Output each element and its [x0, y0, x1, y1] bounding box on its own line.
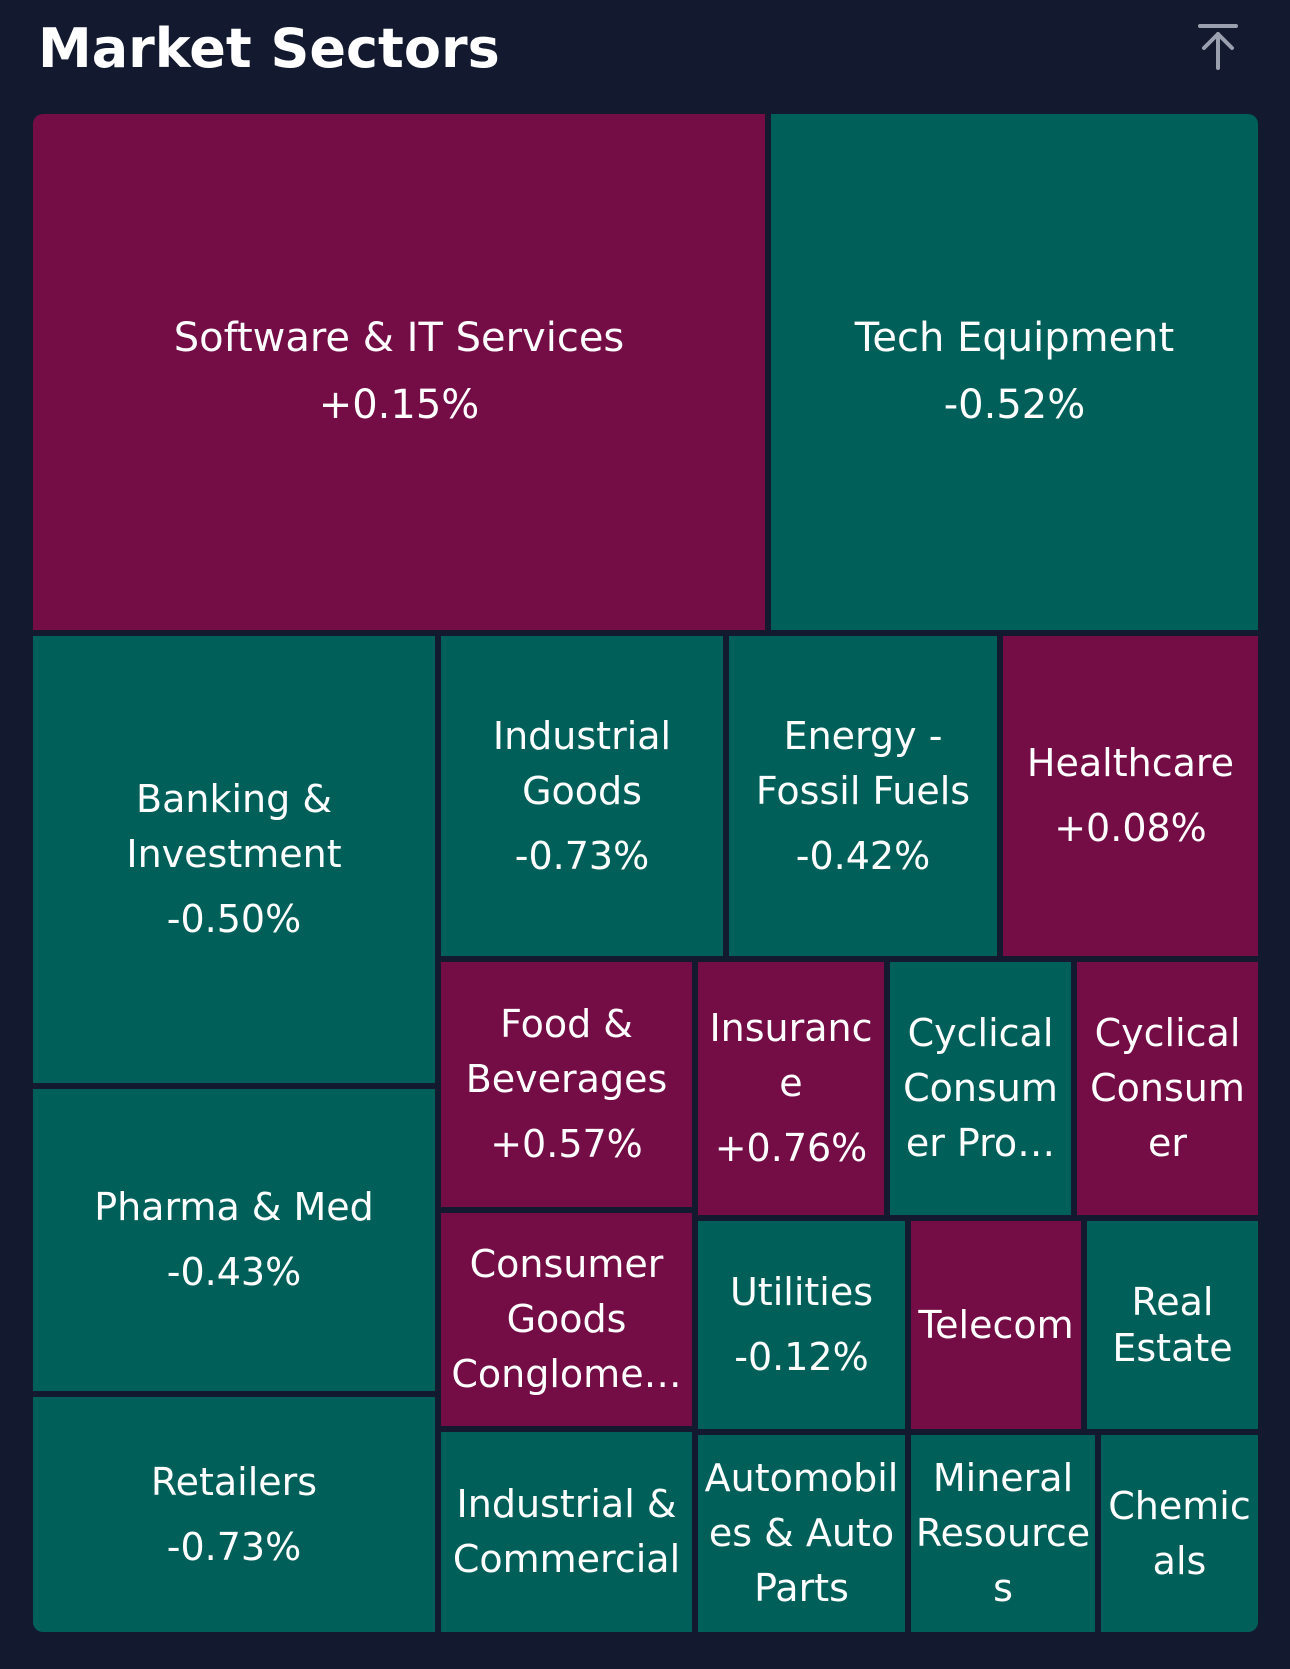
- sector-change: -0.50%: [166, 897, 302, 941]
- sector-name: Utilities: [729, 1270, 874, 1314]
- sector-name: Real Estate: [1112, 1280, 1233, 1370]
- sector-tile-banking-investment[interactable]: Banking & Investment -0.50%: [33, 636, 435, 1083]
- sector-tile-software-it[interactable]: Software & IT Services +0.15%: [33, 114, 765, 630]
- sector-name: Consumer Goods Conglome…: [451, 1242, 682, 1396]
- collapse-button[interactable]: [1190, 18, 1246, 74]
- sector-tile-consumer-goods-conglomerates[interactable]: Consumer Goods Conglome…: [441, 1213, 692, 1426]
- arrow-up-to-line-icon: [1198, 24, 1238, 70]
- sector-tile-telecom[interactable]: Telecom: [911, 1221, 1081, 1429]
- sector-change: -0.12%: [734, 1335, 869, 1379]
- page-title: Market Sectors: [38, 17, 500, 80]
- sector-tile-automobiles-auto-parts[interactable]: Automobiles & Auto Parts: [698, 1435, 905, 1632]
- sector-name: Cyclical Consumer: [1090, 1011, 1245, 1165]
- sector-name: Healthcare: [1026, 741, 1235, 785]
- sector-treemap: Software & IT Services +0.15% Tech Equip…: [33, 114, 1258, 1632]
- sector-name: Energy - Fossil Fuels: [755, 713, 971, 813]
- sector-name: Telecom: [918, 1302, 1074, 1347]
- sector-name: Chemicals: [1108, 1483, 1251, 1583]
- sector-tile-retailers[interactable]: Retailers -0.73%: [33, 1397, 435, 1632]
- sector-tile-mineral-resources[interactable]: Mineral Resources: [911, 1435, 1095, 1632]
- sector-name: Software & IT Services: [173, 315, 625, 361]
- sector-tile-industrial-commercial[interactable]: Industrial & Commercial: [441, 1432, 692, 1632]
- sector-tile-utilities[interactable]: Utilities -0.12%: [698, 1221, 905, 1429]
- sector-change: +0.57%: [490, 1122, 643, 1166]
- sector-tile-cyclical-consumer[interactable]: Cyclical Consumer: [1077, 962, 1258, 1215]
- sector-change: -0.73%: [514, 833, 650, 878]
- sector-tile-cyclical-consumer-products[interactable]: Cyclical Consumer Pro…: [890, 962, 1071, 1215]
- sector-name: Food & Beverages: [465, 1002, 668, 1101]
- sector-name: Industrial & Commercial: [452, 1482, 681, 1581]
- sector-tile-real-estate[interactable]: Real Estate: [1087, 1221, 1258, 1429]
- sector-name: Mineral Resources: [915, 1456, 1091, 1610]
- sector-name: Cyclical Consumer Pro…: [903, 1011, 1058, 1165]
- sector-change: -0.73%: [166, 1524, 302, 1569]
- sector-tile-pharma-med[interactable]: Pharma & Med -0.43%: [33, 1089, 435, 1391]
- sector-name: Banking & Investment: [126, 777, 342, 876]
- sector-change: -0.43%: [166, 1250, 302, 1294]
- sector-name: Automobiles & Auto Parts: [704, 1456, 899, 1610]
- sector-tile-tech-equipment[interactable]: Tech Equipment -0.52%: [771, 114, 1258, 630]
- sector-tile-industrial-goods[interactable]: Industrial Goods -0.73%: [441, 636, 723, 956]
- sector-tile-energy-fossil-fuels[interactable]: Energy - Fossil Fuels -0.42%: [729, 636, 997, 956]
- sector-tile-insurance[interactable]: Insurance +0.76%: [698, 962, 884, 1215]
- sector-change: +0.76%: [714, 1126, 868, 1170]
- sector-name: Tech Equipment: [854, 315, 1175, 361]
- sector-change: +0.15%: [318, 382, 480, 428]
- sector-name: Industrial Goods: [492, 713, 672, 813]
- sector-change: -0.52%: [943, 382, 1086, 428]
- sector-name: Insurance: [709, 1006, 873, 1105]
- sector-name: Retailers: [150, 1459, 318, 1504]
- sector-tile-food-beverages[interactable]: Food & Beverages +0.57%: [441, 962, 692, 1207]
- sector-change: +0.08%: [1054, 806, 1207, 850]
- sector-tile-healthcare[interactable]: Healthcare +0.08%: [1003, 636, 1258, 956]
- sector-change: -0.42%: [795, 833, 931, 878]
- sector-name: Pharma & Med: [94, 1185, 374, 1229]
- sector-tile-chemicals[interactable]: Chemicals: [1101, 1435, 1258, 1632]
